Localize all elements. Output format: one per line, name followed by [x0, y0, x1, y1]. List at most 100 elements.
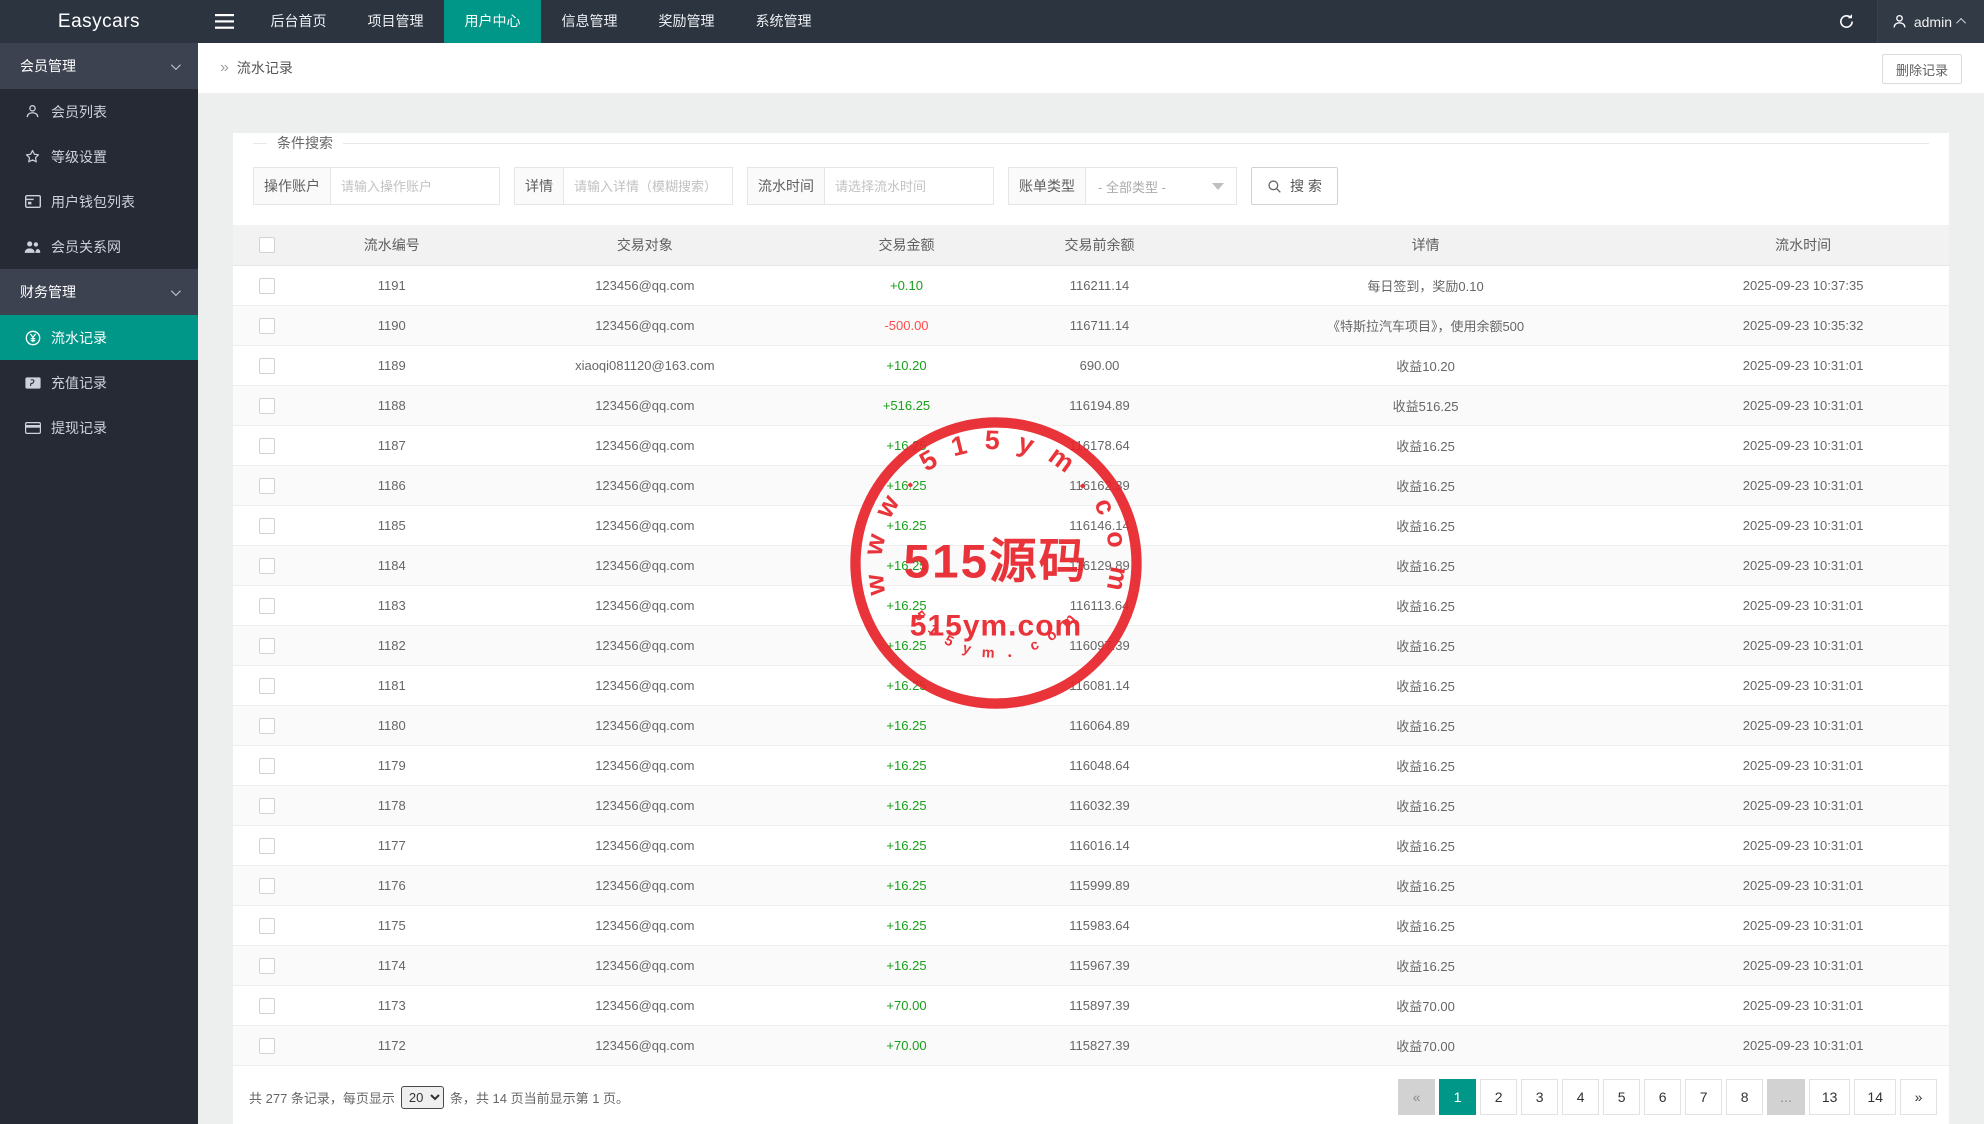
pagination-item[interactable]: 1 [1439, 1079, 1477, 1115]
table-cell: 2025-09-23 10:31:01 [1742, 798, 1864, 813]
column-header: 详情 [1411, 237, 1440, 253]
filter-group: 详情 [514, 167, 733, 205]
nav-item[interactable]: 用户中心 [444, 0, 541, 43]
bill-type-select[interactable]: - 全部类型 - [1085, 167, 1237, 205]
sidebar-item[interactable]: 流水记录 [0, 315, 198, 360]
delete-records-button[interactable]: 删除记录 [1881, 54, 1962, 84]
paypal-icon [24, 376, 41, 389]
pagination-item[interactable]: 5 [1603, 1079, 1641, 1115]
row-checkbox[interactable] [259, 797, 276, 814]
table-cell: 收益70.00 [1396, 999, 1455, 1014]
table-row: 1178 123456@qq.com +16.25 116032.39 收益16.25 2… [233, 786, 1949, 826]
select-all-checkbox[interactable] [259, 237, 276, 253]
table-cell: 收益16.25 [1396, 599, 1455, 614]
sidebar-item[interactable]: 等级设置 [0, 134, 198, 179]
users-icon [24, 240, 41, 254]
sidebar-item-label: 会员关系网 [51, 238, 121, 255]
table-cell: 116194.89 [1069, 398, 1130, 413]
search-icon [1268, 179, 1281, 193]
table-cell: 1188 [377, 398, 406, 413]
pagination-item[interactable]: 6 [1644, 1079, 1682, 1115]
top-nav: 后台首页 项目管理 用户中心 信息管理 奖励管理 系统管理 [250, 0, 832, 43]
row-checkbox[interactable] [259, 717, 276, 734]
row-checkbox[interactable] [259, 837, 276, 854]
row-checkbox[interactable] [259, 357, 276, 374]
row-checkbox[interactable] [259, 397, 276, 414]
sidebar-item[interactable]: 提现记录 [0, 405, 198, 450]
row-checkbox[interactable] [259, 637, 276, 654]
table-cell: 123456@qq.com [595, 638, 695, 653]
table-cell: 2025-09-23 10:31:01 [1742, 358, 1864, 373]
nav-item[interactable]: 奖励管理 [658, 13, 715, 29]
row-checkbox[interactable] [259, 757, 276, 774]
chevron-down-icon [170, 285, 181, 296]
page-size-select[interactable]: 20 [400, 1085, 444, 1109]
table-cell: 1179 [377, 758, 406, 773]
nav-item[interactable]: 信息管理 [561, 13, 618, 29]
table-cell: +16.25 [886, 438, 927, 453]
row-checkbox[interactable] [259, 517, 276, 534]
pagination-item[interactable]: 14 [1854, 1079, 1896, 1115]
table-cell: 2025-09-23 10:37:35 [1742, 278, 1864, 293]
sidebar-item-label: 用户钱包列表 [51, 193, 135, 210]
row-checkbox[interactable] [259, 437, 276, 454]
row-checkbox[interactable] [259, 597, 276, 614]
sidebar-group-header[interactable]: 财务管理 [0, 269, 198, 315]
filter-input[interactable] [824, 167, 994, 205]
table-cell: 收益16.25 [1396, 519, 1455, 534]
table-row: 1180 123456@qq.com +16.25 116064.89 收益16.25 2… [233, 706, 1949, 746]
table-cell: 2025-09-23 10:31:01 [1742, 958, 1864, 973]
table-cell: 2025-09-23 10:35:32 [1742, 318, 1864, 333]
filter-input[interactable] [330, 167, 500, 205]
row-checkbox[interactable] [259, 677, 276, 694]
sidebar-item[interactable]: 会员关系网 [0, 224, 198, 269]
table-cell: 2025-09-23 10:31:01 [1742, 438, 1864, 453]
pagination-item[interactable]: 13 [1808, 1079, 1851, 1115]
user-menu[interactable]: admin [1878, 0, 1984, 43]
table-cell: 116097.39 [1069, 638, 1130, 653]
column-header: 交易金额 [878, 237, 935, 253]
table-cell: 收益16.25 [1396, 959, 1455, 974]
sidebar-group-label: 会员管理 [20, 58, 76, 74]
row-checkbox[interactable] [259, 277, 276, 294]
table-cell: 2025-09-23 10:31:01 [1742, 478, 1864, 493]
sidebar-group-header[interactable]: 会员管理 [0, 43, 198, 89]
table-cell: 116032.39 [1069, 798, 1130, 813]
filter-label: 账单类型 [1008, 167, 1086, 205]
filter-input[interactable] [563, 167, 733, 205]
pagination-item[interactable]: 3 [1521, 1079, 1559, 1115]
sidebar-item[interactable]: 充值记录 [0, 360, 198, 405]
sidebar-item[interactable]: 用户钱包列表 [0, 179, 198, 224]
row-checkbox[interactable] [259, 997, 276, 1014]
search-button[interactable]: 搜 索 [1251, 167, 1338, 205]
row-checkbox[interactable] [259, 317, 276, 334]
pagination-item[interactable]: 7 [1685, 1079, 1723, 1115]
row-checkbox[interactable] [259, 1037, 276, 1054]
filter-row: 操作账户 详情 流水时间 账单类型 - 全部类型 - 搜 索 [253, 167, 1929, 205]
table-cell: 1173 [377, 998, 406, 1013]
refresh-icon[interactable] [1816, 0, 1878, 43]
filter-group: 操作账户 [253, 167, 500, 205]
column-header: 交易对象 [616, 237, 673, 253]
row-checkbox[interactable] [259, 917, 276, 934]
table-cell: 2025-09-23 10:31:01 [1742, 878, 1864, 893]
row-checkbox[interactable] [259, 877, 276, 894]
nav-item[interactable]: 后台首页 [270, 13, 327, 29]
nav-item[interactable]: 项目管理 [367, 13, 424, 29]
count-prefix: 共 277 条记录，每页显示 [249, 1090, 395, 1106]
row-checkbox[interactable] [259, 957, 276, 974]
pagination-item[interactable]: 4 [1562, 1079, 1600, 1115]
pagination-item[interactable]: 8 [1726, 1079, 1764, 1115]
row-checkbox[interactable] [259, 557, 276, 574]
table-cell: 收益16.25 [1396, 839, 1455, 854]
sidebar-item[interactable]: 会员列表 [0, 89, 198, 134]
menu-toggle-icon[interactable] [198, 0, 250, 43]
table-cell: 115967.39 [1069, 958, 1130, 973]
pagination-item[interactable]: » [1900, 1079, 1937, 1115]
row-checkbox[interactable] [259, 477, 276, 494]
pagination-item[interactable]: 2 [1480, 1079, 1518, 1115]
table-row: 1173 123456@qq.com +70.00 115897.39 收益70.00 2… [233, 986, 1949, 1026]
table-cell: 收益16.25 [1396, 879, 1455, 894]
nav-item[interactable]: 系统管理 [755, 13, 812, 29]
content: 条件搜索 操作账户详情流水时间账单类型- 全部类型 -搜 索 流水编号交易对象交… [198, 93, 1984, 1124]
